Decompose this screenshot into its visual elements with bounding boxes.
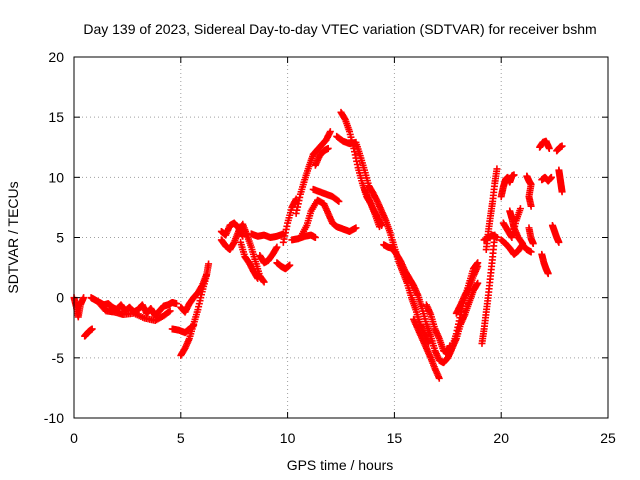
x-axis-label: GPS time / hours xyxy=(287,457,394,473)
data-point xyxy=(80,294,88,302)
data-point xyxy=(166,307,174,315)
data-point xyxy=(435,374,443,382)
y-tick-label: 15 xyxy=(48,109,64,125)
data-point xyxy=(239,232,247,240)
data-point xyxy=(165,308,173,316)
data-point xyxy=(474,279,482,287)
x-tick-label: 20 xyxy=(493,430,509,446)
data-point xyxy=(527,202,535,210)
x-tick-label: 5 xyxy=(177,430,185,446)
data-point xyxy=(311,234,319,241)
chart-title: Day 139 of 2023, Sidereal Day-to-day VTE… xyxy=(83,21,596,37)
data-point xyxy=(527,248,535,256)
data-point xyxy=(273,243,281,251)
y-tick-label: 5 xyxy=(56,230,64,246)
data-point xyxy=(510,171,518,179)
y-tick-label: 10 xyxy=(48,169,64,185)
x-tick-label: 25 xyxy=(600,430,616,446)
data-point xyxy=(202,271,210,279)
data-point xyxy=(544,270,552,278)
y-tick-label: 20 xyxy=(48,49,64,65)
data-point xyxy=(334,197,342,205)
data-point xyxy=(205,260,213,268)
data-point xyxy=(558,142,566,150)
data-point xyxy=(493,165,501,173)
data-point xyxy=(555,238,563,246)
x-tick-label: 0 xyxy=(70,430,78,446)
data-point xyxy=(378,221,386,229)
data-point xyxy=(519,240,527,248)
y-tick-label: -10 xyxy=(44,410,64,426)
data-point xyxy=(254,274,262,282)
x-tick-label: 15 xyxy=(387,430,403,446)
data-point xyxy=(493,234,501,241)
data-point xyxy=(352,224,360,232)
x-tick-label: 10 xyxy=(280,430,296,446)
grid xyxy=(74,57,608,418)
axis-ticks: 0 5 10 15 20 25 -10 -5 0 5 10 15 20 xyxy=(44,49,616,446)
data-point xyxy=(326,128,334,136)
data-point xyxy=(335,197,343,205)
data-points xyxy=(70,108,566,382)
y-tick-label: -5 xyxy=(52,350,65,366)
data-point xyxy=(324,144,332,152)
data-point xyxy=(547,173,555,181)
data-point xyxy=(516,205,524,213)
data-point xyxy=(474,262,482,270)
data-point xyxy=(286,261,294,269)
data-point xyxy=(173,300,181,308)
data-point xyxy=(529,240,537,248)
data-point xyxy=(88,325,96,333)
y-tick-label: 0 xyxy=(56,290,64,306)
data-point xyxy=(558,188,566,196)
data-point xyxy=(260,278,268,286)
data-point xyxy=(545,144,553,152)
y-axis-label: SDTVAR / TECUs xyxy=(5,181,21,293)
